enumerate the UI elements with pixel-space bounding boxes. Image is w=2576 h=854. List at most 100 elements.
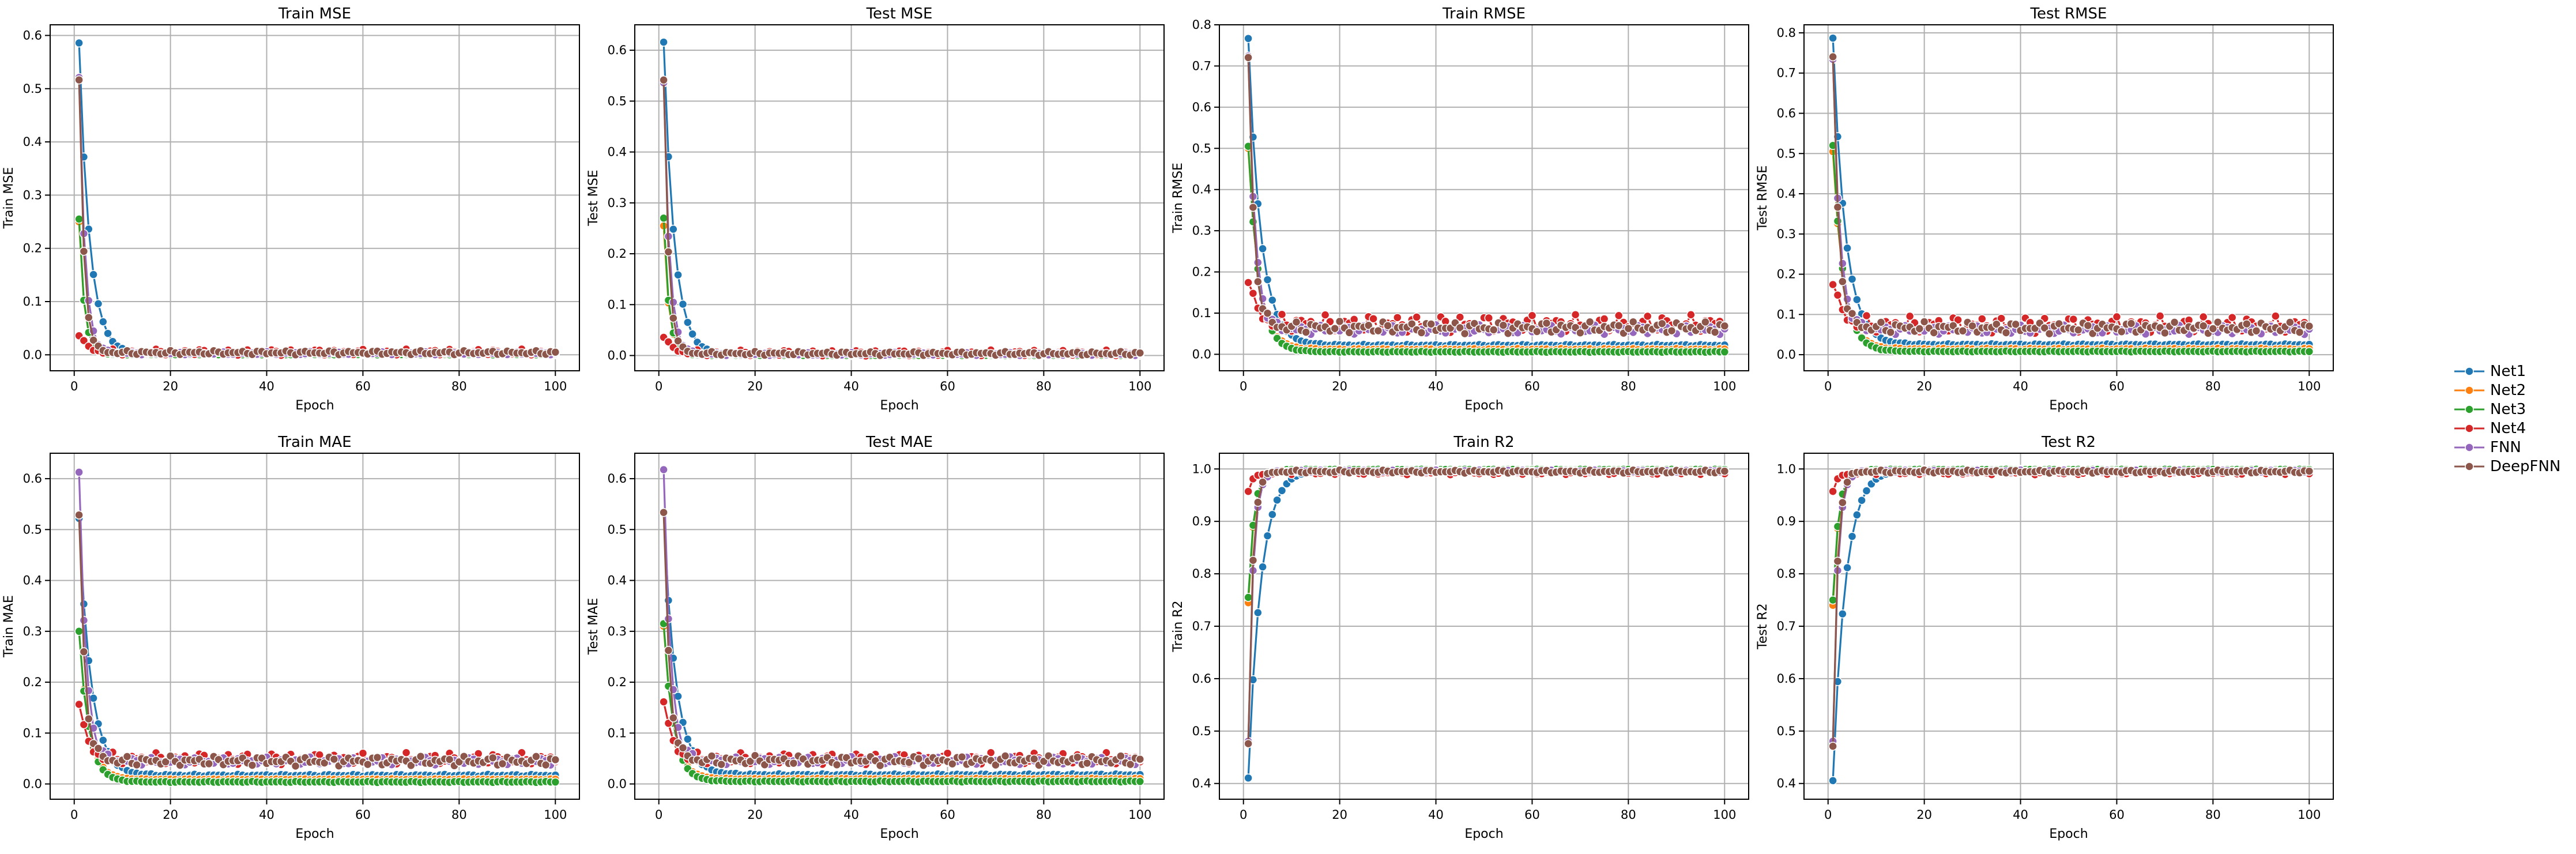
- chart-title: Train RMSE: [1442, 5, 1526, 22]
- data-point: [84, 313, 93, 322]
- data-point: [1838, 277, 1847, 287]
- series-net1: [1828, 33, 2314, 350]
- y-axis-label: Test MSE: [586, 170, 601, 226]
- x-tick-label: 80: [1621, 379, 1636, 393]
- series-deepfnn: [1828, 52, 2314, 338]
- y-tick-label: 0.3: [1777, 227, 1796, 241]
- data-point: [79, 336, 89, 345]
- data-point: [1498, 321, 1508, 330]
- x-tick-label: 60: [940, 379, 955, 393]
- series-fnn: [74, 468, 560, 770]
- series-net3: [1244, 464, 1730, 602]
- data-point: [1614, 321, 1624, 330]
- data-point: [1417, 328, 1426, 337]
- y-tick-label: 0.8: [1777, 26, 1796, 40]
- x-axis-label: Epoch: [880, 827, 918, 841]
- x-tick-label: 0: [70, 808, 78, 822]
- y-tick-label: 0.0: [1777, 348, 1796, 362]
- x-tick-label: 40: [843, 808, 859, 822]
- data-point: [2304, 321, 2314, 331]
- y-tick-label: 0.4: [1192, 183, 1211, 197]
- data-point: [1852, 510, 1862, 520]
- y-tick-label: 0.0: [23, 777, 42, 791]
- data-point: [1843, 563, 1852, 573]
- y-tick-label: 0.2: [1777, 268, 1796, 281]
- x-tick-label: 40: [1428, 379, 1444, 393]
- y-axis-label: Train R2: [1171, 600, 1185, 652]
- data-point: [659, 37, 668, 47]
- series-net3: [1828, 464, 2314, 605]
- data-point: [1244, 773, 1253, 782]
- x-tick-label: 40: [259, 808, 274, 822]
- data-point: [659, 76, 668, 85]
- data-point: [688, 329, 697, 339]
- data-point: [659, 697, 668, 706]
- chart-title: Test MSE: [866, 5, 933, 22]
- data-point: [2083, 321, 2093, 330]
- series-deepfnn: [1244, 465, 1730, 748]
- data-point: [532, 752, 541, 761]
- chart-train-rmse: 0 20 40 60 80 1000.00.10.20.30.40.50.60.70.8T…: [1171, 5, 1749, 413]
- data-point: [551, 347, 560, 357]
- data-point: [1915, 324, 1925, 333]
- x-tick-label: 80: [451, 808, 467, 822]
- data-point: [1330, 323, 1340, 333]
- y-tick-label: 0.8: [1192, 567, 1211, 581]
- data-point: [1258, 244, 1267, 254]
- y-tick-label: 0.2: [1192, 265, 1211, 279]
- data-point: [1828, 487, 1837, 496]
- y-tick-label: 0.4: [1192, 777, 1211, 791]
- data-point: [1833, 291, 1843, 300]
- series-line-net3: [1832, 468, 2310, 600]
- x-axis-label: Epoch: [295, 398, 334, 413]
- data-point: [84, 714, 93, 724]
- series-line-net1: [1247, 468, 1725, 778]
- data-point: [2112, 312, 2122, 322]
- y-tick-label: 0.1: [1777, 307, 1796, 321]
- data-point: [1852, 295, 1862, 304]
- x-tick-label: 40: [843, 379, 859, 393]
- y-tick-label: 0.3: [608, 624, 627, 638]
- series-net1: [1244, 33, 1730, 351]
- x-tick-label: 100: [544, 379, 567, 393]
- data-point: [1253, 498, 1263, 507]
- x-tick-label: 80: [1036, 808, 1052, 822]
- data-point: [1277, 310, 1287, 319]
- x-tick-label: 40: [2013, 379, 2028, 393]
- data-point: [1393, 313, 1402, 322]
- data-point: [2001, 328, 2011, 337]
- data-point: [1073, 753, 1082, 762]
- data-point: [2251, 326, 2261, 336]
- y-axis-label: Train MAE: [2, 595, 16, 658]
- chart-title: Test RMSE: [2030, 5, 2107, 22]
- y-tick-label: 0.4: [23, 135, 42, 149]
- chart-title: Test MAE: [865, 434, 933, 451]
- y-tick-label: 0.0: [1192, 347, 1211, 361]
- data-point: [1460, 329, 1470, 338]
- data-point: [1268, 510, 1277, 519]
- series-deepfnn: [659, 76, 1145, 360]
- data-point: [1576, 328, 1585, 337]
- data-point: [1258, 562, 1267, 571]
- data-point: [1710, 328, 1720, 337]
- series-net2: [1244, 464, 1730, 607]
- series-line-net2: [662, 225, 1140, 357]
- data-point: [673, 270, 683, 280]
- series-net1: [659, 37, 1145, 360]
- data-point: [1263, 531, 1272, 540]
- x-tick-label: 60: [1524, 379, 1540, 393]
- data-point: [664, 646, 673, 655]
- data-point: [1847, 309, 1857, 318]
- data-point: [1720, 466, 1730, 476]
- data-point: [1571, 310, 1580, 319]
- x-tick-label: 100: [2298, 379, 2321, 393]
- data-point: [1248, 202, 1258, 212]
- data-point: [1291, 317, 1301, 327]
- x-tick-label: 100: [1128, 808, 1151, 822]
- series-line-net1: [1832, 468, 2310, 781]
- data-point: [74, 215, 84, 224]
